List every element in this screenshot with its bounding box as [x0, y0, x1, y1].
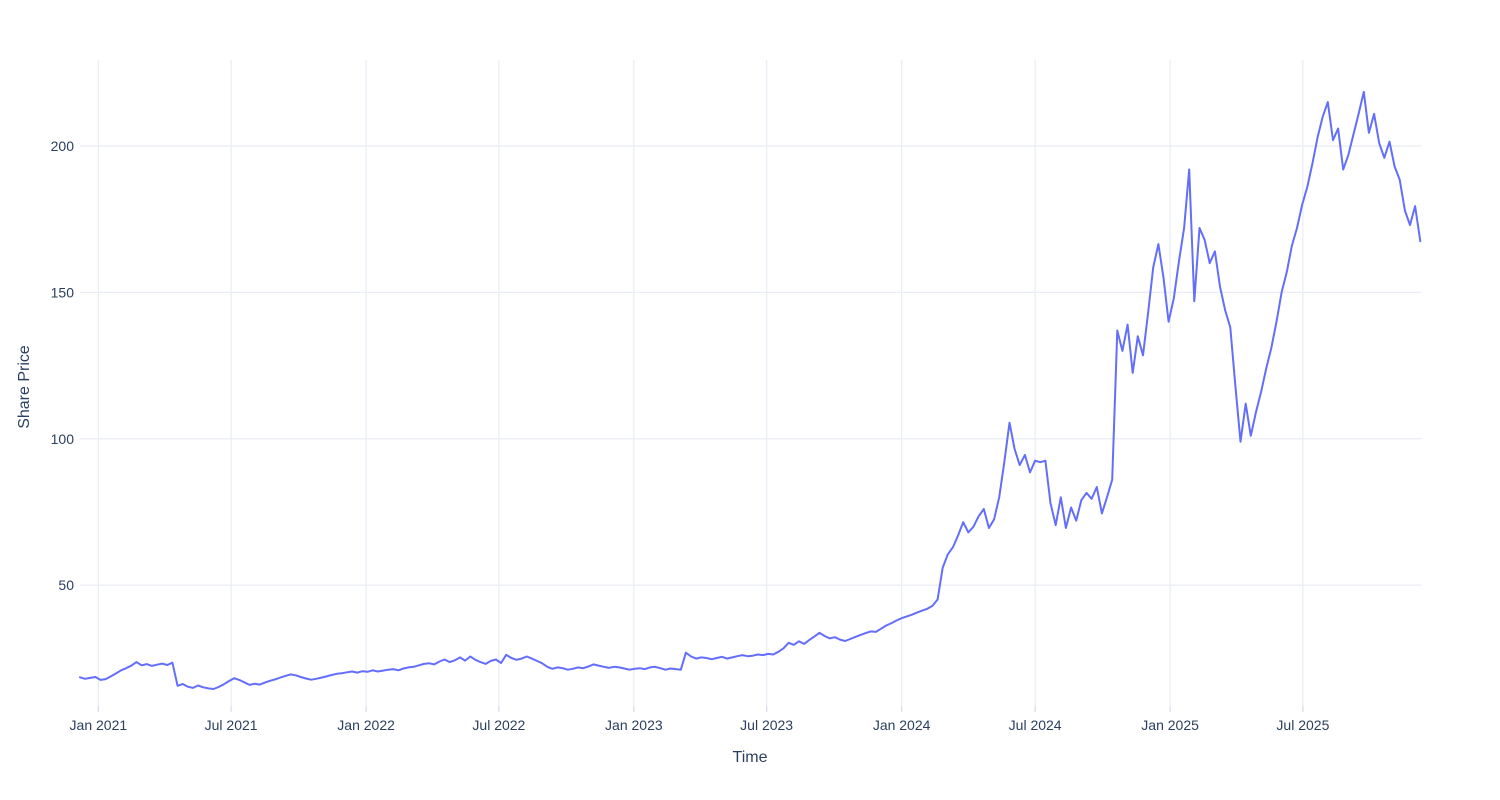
- x-tick-label: Jul 2023: [740, 717, 793, 733]
- y-tick-label: 200: [51, 138, 75, 154]
- x-tick-label: Jul 2024: [1009, 717, 1062, 733]
- y-tick-label: 50: [58, 577, 74, 593]
- x-tick-label: Jul 2025: [1276, 717, 1329, 733]
- y-tick-label: 100: [51, 431, 75, 447]
- price-line-series: [79, 90, 1422, 690]
- plot-area[interactable]: [80, 60, 1421, 706]
- y-tick-label: 150: [51, 284, 75, 300]
- x-tick-label: Jan 2023: [605, 717, 663, 733]
- x-tick-label: Jul 2021: [205, 717, 258, 733]
- y-axis-title: Share Price: [16, 345, 33, 429]
- x-tick-label: Jan 2024: [873, 717, 931, 733]
- x-tick-label: Jan 2021: [70, 717, 128, 733]
- x-tick-label: Jan 2025: [1141, 717, 1199, 733]
- share-price-line: [79, 90, 1422, 690]
- gridlines: [80, 60, 1421, 706]
- x-tick-label: Jan 2022: [337, 717, 395, 733]
- x-axis-title: Time: [733, 749, 768, 766]
- x-tick-label: Jul 2022: [472, 717, 525, 733]
- axis-ticks: 50 100 150 200 Jan 2021 Jul 2021 Jan 2022 Jul 2…: [51, 138, 1330, 733]
